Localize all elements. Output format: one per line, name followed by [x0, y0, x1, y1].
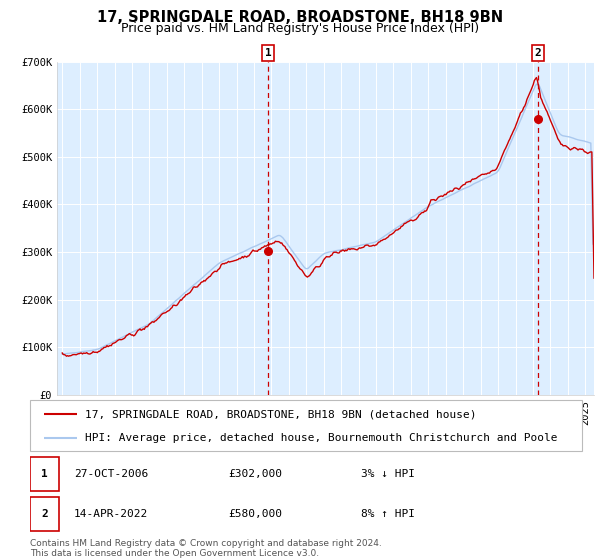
FancyBboxPatch shape	[30, 497, 59, 531]
Text: Price paid vs. HM Land Registry's House Price Index (HPI): Price paid vs. HM Land Registry's House …	[121, 22, 479, 35]
FancyBboxPatch shape	[30, 400, 582, 451]
Text: 2: 2	[535, 48, 541, 58]
Text: Contains HM Land Registry data © Crown copyright and database right 2024.
This d: Contains HM Land Registry data © Crown c…	[30, 539, 382, 558]
Text: 17, SPRINGDALE ROAD, BROADSTONE, BH18 9BN: 17, SPRINGDALE ROAD, BROADSTONE, BH18 9B…	[97, 10, 503, 25]
Text: 3% ↓ HPI: 3% ↓ HPI	[361, 469, 415, 479]
Text: 17, SPRINGDALE ROAD, BROADSTONE, BH18 9BN (detached house): 17, SPRINGDALE ROAD, BROADSTONE, BH18 9B…	[85, 409, 476, 419]
Text: HPI: Average price, detached house, Bournemouth Christchurch and Poole: HPI: Average price, detached house, Bour…	[85, 433, 558, 443]
Text: £580,000: £580,000	[229, 509, 283, 519]
FancyBboxPatch shape	[30, 456, 59, 491]
Text: 14-APR-2022: 14-APR-2022	[74, 509, 148, 519]
Text: 27-OCT-2006: 27-OCT-2006	[74, 469, 148, 479]
Text: 1: 1	[41, 469, 48, 479]
Text: 8% ↑ HPI: 8% ↑ HPI	[361, 509, 415, 519]
Text: 2: 2	[41, 509, 48, 519]
Text: £302,000: £302,000	[229, 469, 283, 479]
Text: 1: 1	[265, 48, 272, 58]
